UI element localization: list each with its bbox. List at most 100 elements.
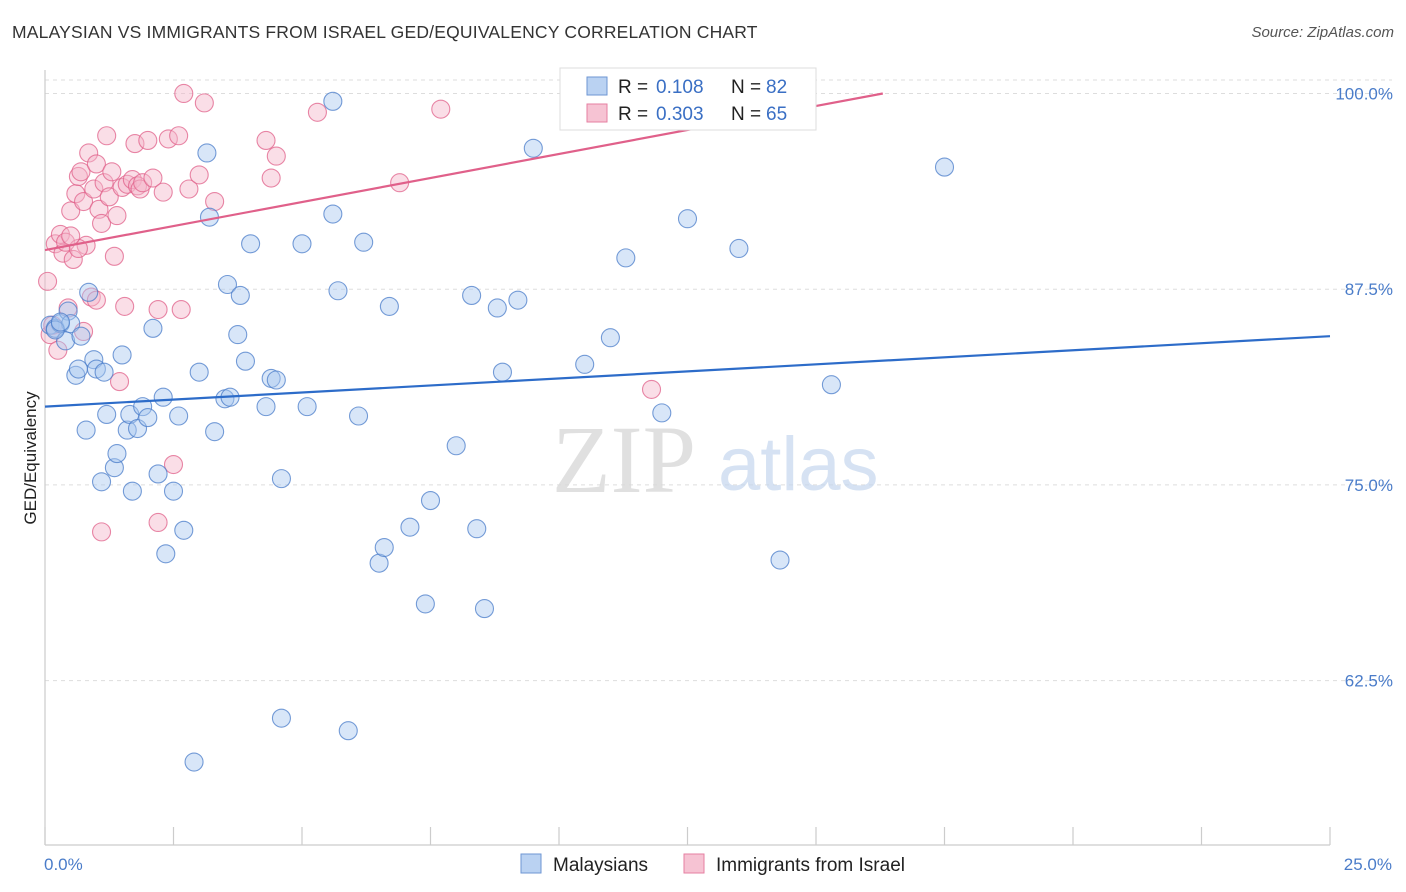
malaysian-point xyxy=(169,406,189,426)
malaysian-trend-line xyxy=(44,335,1331,408)
israel-point xyxy=(143,168,163,188)
malaysian-point xyxy=(148,464,168,484)
israel-point xyxy=(163,454,184,475)
malaysian-point xyxy=(68,359,88,379)
israel-point xyxy=(127,176,148,196)
legend-n-value-1: 82 xyxy=(766,77,787,98)
malaysian-point xyxy=(271,469,291,489)
israel-point xyxy=(61,226,81,246)
malaysian-point xyxy=(97,404,117,424)
israel-point xyxy=(94,173,114,193)
israel-point xyxy=(115,296,135,316)
israel-point xyxy=(84,179,104,199)
malaysian-point xyxy=(235,351,256,371)
malaysian-point xyxy=(369,553,389,573)
israel-point xyxy=(133,173,153,193)
source-label: Source: ZipAtlas.com xyxy=(1251,24,1394,41)
israel-point xyxy=(148,299,168,320)
malaysian-point xyxy=(228,325,248,345)
malaysian-point xyxy=(729,238,749,259)
israel-point xyxy=(153,182,173,202)
legend-r-label-1: R = xyxy=(618,77,648,98)
malaysian-point xyxy=(163,481,184,501)
malaysian-point xyxy=(508,290,528,310)
malaysian-point xyxy=(241,234,261,254)
bottom-legend: Malaysians Immigrants from Israel xyxy=(520,853,905,876)
malaysian-point xyxy=(323,204,343,224)
malaysian-point xyxy=(821,375,841,395)
israel-point xyxy=(91,522,112,542)
malaysian-point xyxy=(117,420,137,440)
israel-point xyxy=(138,130,158,151)
israel-point xyxy=(86,154,106,174)
malaysian-point xyxy=(94,362,114,382)
malaysian-point xyxy=(143,318,163,338)
israel-point xyxy=(194,93,214,113)
malaysian-point xyxy=(86,359,106,379)
malaysian-point xyxy=(467,519,487,539)
malaysian-point xyxy=(153,387,173,407)
legend-swatch-israel xyxy=(586,103,608,123)
israel-point xyxy=(99,187,119,207)
malaysian-point xyxy=(323,91,343,111)
israel-point xyxy=(104,246,124,266)
malaysian-point xyxy=(197,143,217,163)
malaysian-point xyxy=(156,544,176,564)
watermark-atlas: atlas xyxy=(718,422,879,507)
malaysian-point xyxy=(112,345,132,365)
israel-point xyxy=(61,201,81,221)
malaysian-point xyxy=(76,420,96,440)
y-tick-label: 100.0% xyxy=(1335,84,1393,103)
israel-point xyxy=(171,299,191,320)
malaysian-point xyxy=(462,285,482,306)
malaysian-point xyxy=(328,281,348,301)
malaysian-point xyxy=(934,157,955,177)
israel-point xyxy=(169,126,189,146)
israel-point xyxy=(91,213,112,233)
israel-point xyxy=(53,243,73,263)
y-tick-label: 75.0% xyxy=(1345,476,1393,495)
malaysian-point xyxy=(230,285,250,306)
malaysian-point xyxy=(770,550,790,570)
malaysian-point xyxy=(400,517,420,537)
israel-point xyxy=(205,191,225,212)
israel-point xyxy=(266,146,286,166)
malaysian-point xyxy=(446,436,466,456)
israel-point xyxy=(63,249,83,269)
malaysian-point xyxy=(652,403,672,423)
malaysian-point xyxy=(575,354,595,374)
malaysian-point xyxy=(616,248,636,268)
malaysian-point xyxy=(189,362,209,382)
malaysian-point xyxy=(184,752,204,772)
malaysian-point xyxy=(677,209,698,229)
malaysian-point xyxy=(348,406,369,426)
malaysian-point xyxy=(492,362,513,382)
malaysian-point xyxy=(338,721,358,741)
malaysian-point xyxy=(256,397,276,417)
legend-r-label-2: R = xyxy=(618,104,648,125)
israel-point xyxy=(261,168,281,188)
israel-point xyxy=(74,191,94,212)
israel-point xyxy=(89,199,109,219)
y-tick-label: 87.5% xyxy=(1345,280,1393,299)
malaysian-point xyxy=(271,708,291,728)
malaysian-point xyxy=(138,408,158,428)
legend-n-label-2: N = xyxy=(731,104,761,125)
malaysian-point xyxy=(374,537,394,558)
bottom-legend-swatch-malaysians xyxy=(520,853,542,874)
malaysian-point xyxy=(266,370,286,390)
malaysian-point xyxy=(50,312,70,332)
malaysian-point xyxy=(415,594,435,614)
malaysian-point xyxy=(292,234,312,254)
israel-point xyxy=(174,83,194,104)
malaysian-point xyxy=(79,282,99,302)
israel-point xyxy=(307,102,327,122)
malaysian-point xyxy=(122,481,142,501)
x-tick-label-min: 0.0% xyxy=(44,855,83,874)
malaysian-point xyxy=(174,520,194,540)
israel-point xyxy=(97,126,117,146)
x-tick-label-max: 25.0% xyxy=(1344,855,1392,874)
malaysian-point xyxy=(217,274,238,295)
malaysian-points xyxy=(40,91,955,772)
